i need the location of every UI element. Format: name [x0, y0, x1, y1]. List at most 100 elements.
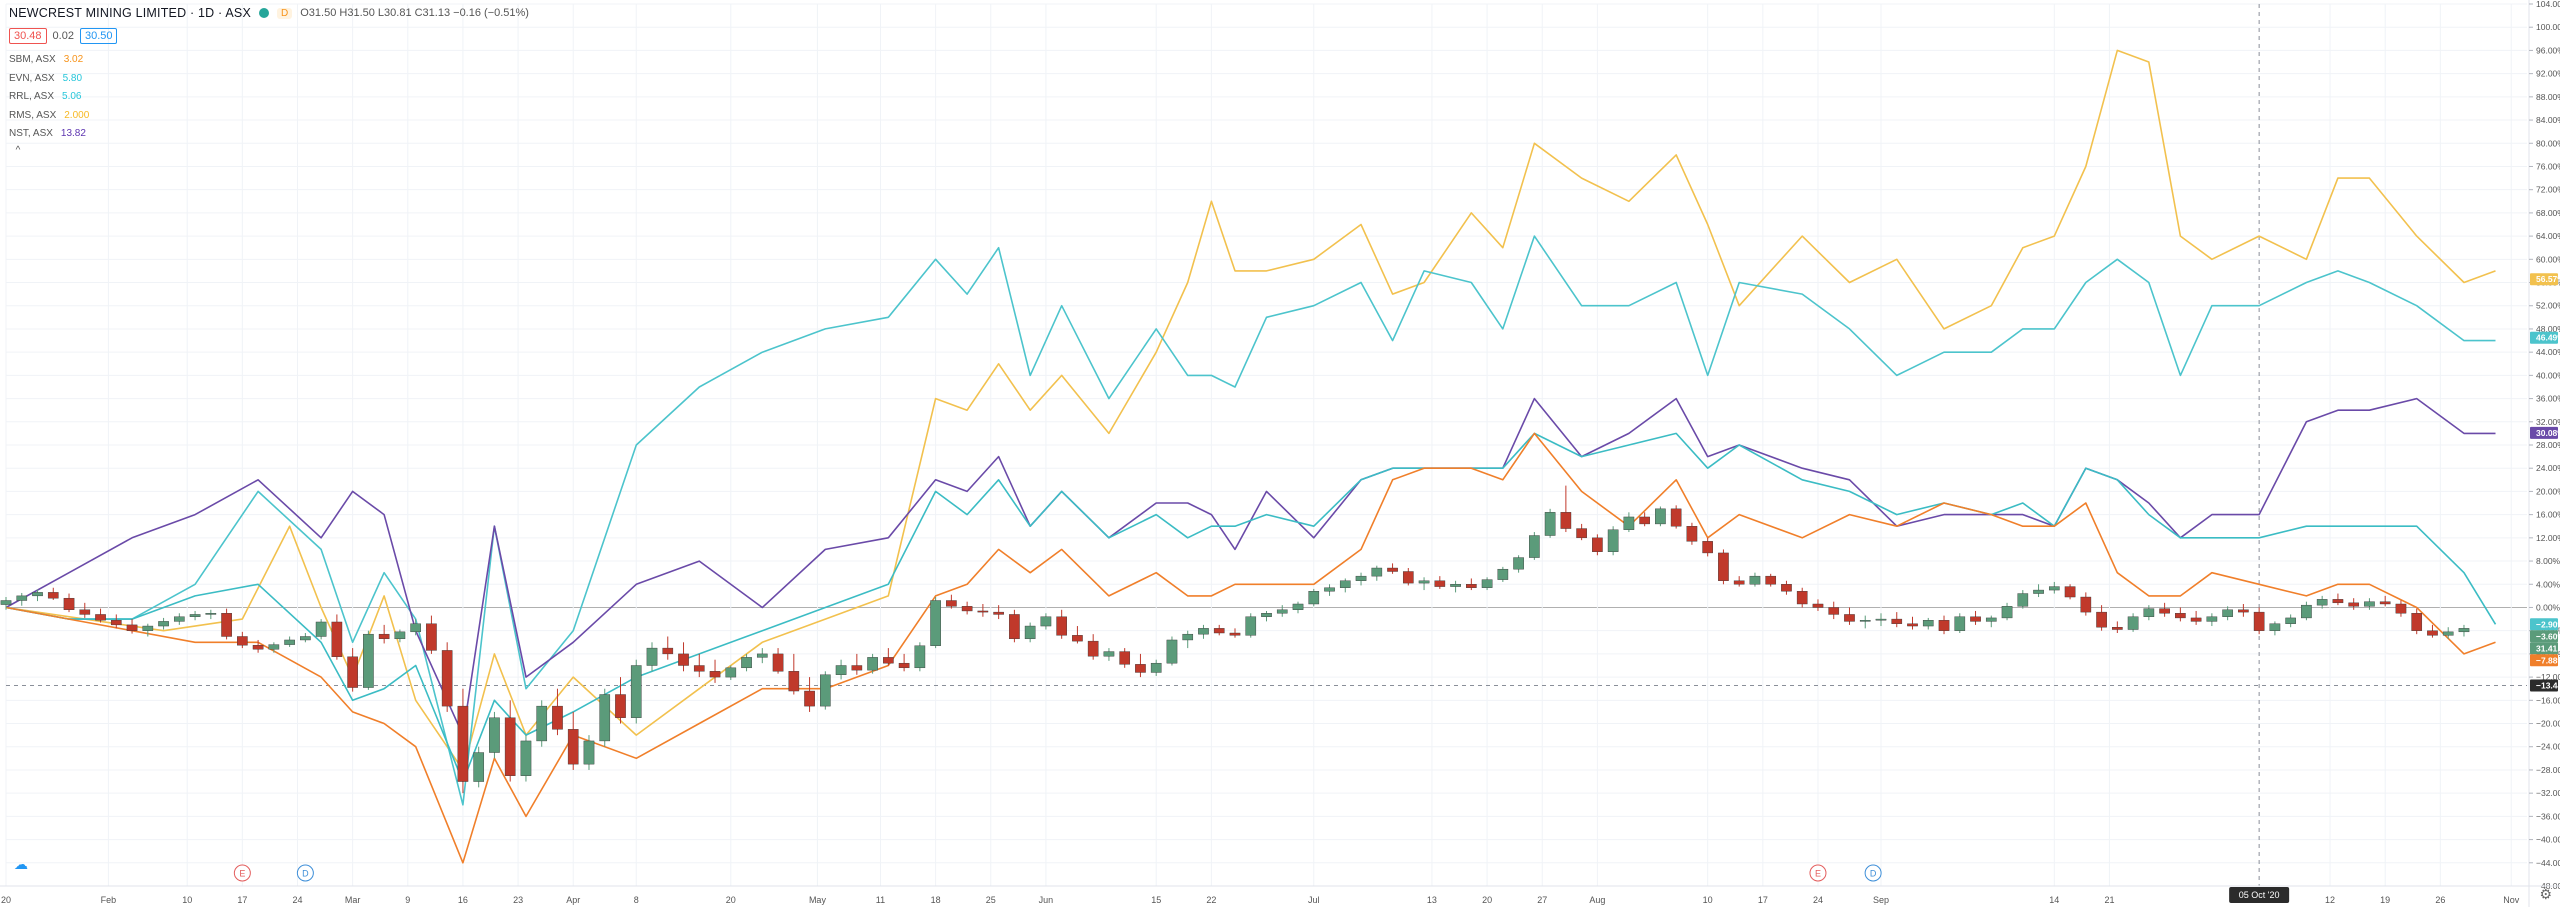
- x-tick-label: 16: [458, 895, 468, 905]
- legend-symbol: NST, ASX: [9, 128, 53, 139]
- y-tick-label: 88.00%: [2536, 92, 2560, 102]
- candle-body: [678, 653, 689, 666]
- crosshair-date-bg: [2229, 887, 2290, 903]
- legend-symbol: SBM, ASX: [9, 54, 56, 65]
- candle-body: [268, 644, 280, 650]
- x-tick-label: 24: [1813, 895, 1823, 905]
- buy-price-button[interactable]: 30.50: [79, 28, 118, 44]
- candle-body: [930, 600, 941, 646]
- y-tick-label: 96.00%: [2536, 45, 2560, 55]
- x-tick-label: 11: [876, 895, 885, 905]
- last-value-badge: [2530, 618, 2558, 631]
- candle-body: [2143, 608, 2155, 617]
- legend-item-rrl[interactable]: RRL, ASX 5.06: [9, 88, 89, 107]
- earnings-marker: [1809, 864, 1827, 882]
- symbol-title[interactable]: NEWCREST MINING LIMITED · 1D · ASX: [9, 6, 252, 20]
- candle-body: [504, 717, 516, 776]
- last-value-label: −2.90%: [2536, 619, 2560, 629]
- candle-body: [946, 600, 957, 607]
- candle-body: [1024, 625, 1036, 640]
- candle-body: [914, 645, 926, 669]
- y-tick-label: 20.00%: [2536, 486, 2560, 496]
- last-value-label: 31.41.49: [2536, 643, 2560, 653]
- candle-body: [835, 665, 847, 675]
- last-value-label: −3.60%: [2536, 631, 2560, 641]
- legend-symbol: RRL, ASX: [9, 91, 55, 102]
- candle-body: [173, 616, 185, 622]
- candle-body: [851, 665, 863, 671]
- candle-body: [2159, 608, 2170, 614]
- legend-item-evn[interactable]: EVN, ASX 5.80: [9, 70, 89, 89]
- candle-body: [1009, 614, 1020, 640]
- candle-body: [1418, 580, 1430, 584]
- candle-body: [1670, 508, 1682, 527]
- candle-body: [1560, 512, 1572, 529]
- candle-body: [1466, 584, 1477, 588]
- candle-body: [1497, 568, 1509, 580]
- legend-item-rms[interactable]: RMS, ASX 2.000: [9, 107, 89, 126]
- candle-body: [1481, 579, 1493, 588]
- candle-body: [867, 657, 878, 671]
- x-tick-label: 17: [237, 895, 247, 905]
- x-tick-label: Jun: [1039, 895, 1054, 905]
- candle-body: [1434, 580, 1446, 587]
- price-axis: 104.00% 100.00% 96.00% 92.00% 88.00% 84.00% 80…: [2528, 0, 2560, 907]
- candle-body: [237, 636, 248, 646]
- candle-body: [662, 647, 674, 655]
- candle-body: [2316, 599, 2328, 606]
- candle-body: [2253, 611, 2265, 631]
- dividend-marker: [296, 864, 314, 882]
- candle-body: [1592, 537, 1603, 552]
- legend-collapse-button[interactable]: ^: [15, 144, 21, 156]
- legend-value: 3.02: [63, 54, 84, 65]
- y-tick-label: 40.00%: [2536, 370, 2560, 380]
- candle-body: [394, 631, 406, 640]
- last-value-label: −7.88%: [2536, 655, 2560, 665]
- candle-body: [1292, 603, 1304, 610]
- candle-body: [142, 625, 154, 631]
- candle-body: [2442, 631, 2454, 636]
- candle-body: [1733, 580, 1745, 585]
- cloud-sync-icon[interactable]: ☁: [14, 856, 28, 872]
- legend-item-nst[interactable]: NST, ASX 13.82: [9, 125, 89, 144]
- x-tick-label: 20: [726, 895, 736, 905]
- candle-body: [2379, 601, 2391, 605]
- candle-body: [63, 597, 75, 610]
- gear-icon[interactable]: ⚙: [2539, 886, 2552, 902]
- candle-body: [1702, 541, 1713, 554]
- last-value-badge: [2530, 679, 2558, 692]
- candle-body: [347, 656, 358, 688]
- x-tick-label: 18: [931, 895, 941, 905]
- candle-body: [2269, 623, 2281, 631]
- last-value-badge: [2530, 654, 2558, 667]
- candle-body: [378, 633, 390, 640]
- candle-body: [0, 600, 12, 605]
- x-tick-label: 21: [2104, 895, 2114, 905]
- time-axis: 20 Feb 10 17 24 Mar 9 16 23 Apr 8 20 May 11 18 25 Jun 15 2…: [0, 885, 2560, 905]
- legend-symbol: EVN, ASX: [9, 72, 55, 84]
- y-tick-label: 80.00%: [2536, 138, 2560, 148]
- candle-body: [741, 657, 752, 669]
- candle-body: [16, 595, 28, 601]
- chart-header: NEWCREST MINING LIMITED · 1D · ASX D O31…: [9, 6, 529, 20]
- candle-body: [2127, 616, 2139, 630]
- candle-body: [1891, 618, 1903, 624]
- candle-body: [489, 717, 500, 753]
- candle-body: [1198, 628, 1209, 635]
- candle-body: [1245, 616, 1257, 636]
- candle-body: [441, 650, 453, 707]
- series-line-3: [5, 432, 2497, 783]
- candle-body: [1954, 616, 1966, 631]
- x-tick-label: 10: [182, 895, 192, 905]
- y-tick-label: −24.00%: [2536, 742, 2560, 752]
- candle-body: [646, 647, 658, 666]
- candle-body: [1308, 591, 1320, 605]
- candle-body: [1985, 617, 1997, 622]
- legend-item-sbm[interactable]: SBM, ASX 3.02: [9, 51, 89, 70]
- x-tick-label: 20: [1, 895, 11, 905]
- candle-body: [1324, 587, 1335, 592]
- sell-price-button[interactable]: 30.48: [9, 28, 47, 44]
- candle-body: [284, 639, 295, 645]
- candle-body: [1828, 607, 1840, 615]
